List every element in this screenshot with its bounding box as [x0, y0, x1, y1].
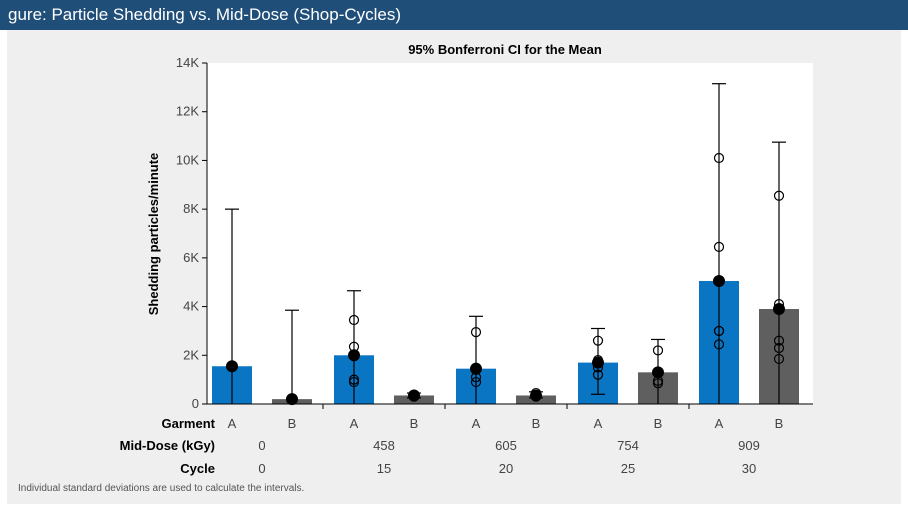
garment-label: B: [532, 416, 541, 431]
y-tick-label: 0: [192, 396, 199, 411]
category-table: Garment Mid-Dose (kGy) Cycle A B A B A B A B A B 0 0 45…: [120, 416, 784, 476]
individual-point: [713, 241, 725, 252]
individual-point: [348, 374, 360, 385]
mean-point: [530, 389, 542, 402]
dose-label: 605: [495, 438, 517, 453]
cycle-label: 0: [258, 461, 265, 476]
mean-point: [226, 360, 238, 373]
individual-point: [713, 325, 725, 337]
mean-point: [470, 362, 482, 375]
garment-label: B: [288, 416, 297, 431]
footnote: Individual standard deviations are used …: [18, 483, 304, 494]
garment-label: B: [654, 416, 663, 431]
y-tick-label: 8K: [183, 201, 199, 216]
row-header-2: Cycle: [180, 461, 215, 476]
garment-label: A: [228, 416, 237, 431]
garment-label: A: [715, 416, 724, 431]
figure-header-title: gure: Particle Shedding vs. Mid-Dose (Sh…: [8, 5, 402, 24]
mean-point: [592, 356, 604, 369]
individual-point: [773, 353, 785, 365]
y-tick-label: 4K: [183, 299, 199, 314]
figure-header: gure: Particle Shedding vs. Mid-Dose (Sh…: [0, 0, 908, 30]
garment-label: A: [350, 416, 359, 431]
individual-point: [348, 314, 360, 326]
cycle-label: 20: [499, 461, 513, 476]
garment-label: A: [472, 416, 481, 431]
chart-title: 95% Bonferroni CI for the Mean: [408, 42, 602, 57]
individual-point: [773, 342, 785, 354]
individual-point: [470, 327, 482, 338]
individual-point: [592, 335, 604, 346]
y-tick-label: 6K: [183, 250, 199, 265]
dose-label: 458: [373, 438, 395, 453]
individual-point: [652, 378, 664, 389]
individual-point: [713, 339, 725, 350]
mean-point: [713, 274, 725, 287]
cycle-label: 25: [621, 461, 635, 476]
mean-point: [348, 349, 360, 362]
points-layer: [226, 152, 785, 406]
row-header-0: Garment: [162, 416, 216, 431]
garment-label: B: [410, 416, 419, 431]
dose-label: 909: [738, 438, 760, 453]
y-tick-label: 2K: [183, 347, 199, 362]
mean-point: [286, 393, 298, 406]
y-axis-label: Shedding particles/minute: [146, 153, 161, 316]
cycle-label: 15: [377, 461, 391, 476]
garment-label: B: [775, 416, 784, 431]
mean-point: [652, 366, 664, 379]
individual-point: [348, 376, 360, 388]
bonferroni-ci-chart: 95% Bonferroni CI for the Mean 0 2K 4K 6K 8K…: [18, 42, 813, 494]
dose-label: 0: [258, 438, 265, 453]
y-tick-label: 10K: [176, 152, 199, 167]
mean-point: [773, 303, 785, 316]
y-tick-label: 14K: [176, 55, 199, 70]
garment-label: A: [594, 416, 603, 431]
chart-panel: 95% Bonferroni CI for the Mean 0 2K 4K 6K 8K…: [7, 30, 901, 504]
individual-point: [592, 369, 604, 380]
cycle-label: 30: [742, 461, 756, 476]
row-header-1: Mid-Dose (kGy): [120, 438, 215, 453]
dose-label: 754: [617, 438, 639, 453]
y-ticks-layer: 0 2K 4K 6K 8K 10K 12K 14K: [176, 55, 207, 411]
individual-point: [773, 190, 785, 201]
y-tick-label: 12K: [176, 104, 199, 119]
individual-point: [713, 152, 725, 164]
mean-point: [408, 389, 420, 402]
individual-point: [470, 376, 482, 388]
individual-point: [652, 345, 664, 356]
individual-point: [773, 335, 785, 346]
